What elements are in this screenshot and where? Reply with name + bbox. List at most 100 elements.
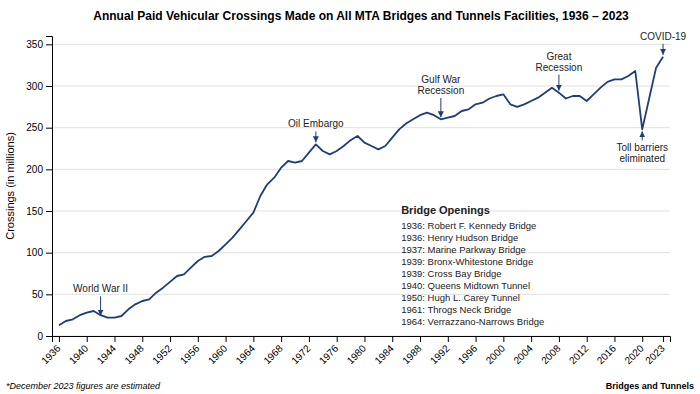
x-tick: 1944 bbox=[95, 336, 119, 366]
x-tick-mark bbox=[614, 336, 615, 342]
x-tick-mark bbox=[170, 336, 171, 342]
x-tick: 1976 bbox=[317, 336, 341, 366]
x-tick-label: 1988 bbox=[400, 342, 424, 366]
x-tick-mark bbox=[503, 336, 504, 342]
x-tick: 2012 bbox=[567, 336, 591, 366]
x-tick: 1972 bbox=[289, 336, 313, 366]
x-tick-mark bbox=[642, 336, 643, 342]
x-axis-line bbox=[53, 337, 671, 343]
grid-line bbox=[52, 169, 670, 170]
x-tick-mark bbox=[364, 336, 365, 342]
y-tick: 100 bbox=[26, 247, 52, 258]
x-tick: 1984 bbox=[372, 336, 396, 366]
annotation-arrow bbox=[100, 296, 101, 315]
x-tick: 2000 bbox=[484, 336, 508, 366]
annotations: World War II Oil Embargo Gulf WarRecession… bbox=[73, 31, 686, 316]
y-tick-label: 50 bbox=[32, 289, 44, 300]
x-tick: 2004 bbox=[511, 336, 535, 366]
bridge-opening: 1936: Robert F. Kennedy Bridge bbox=[401, 220, 536, 231]
annotation: COVID-19 bbox=[640, 31, 687, 42]
x-tick: 1968 bbox=[261, 336, 285, 366]
y-tick-label: 150 bbox=[26, 206, 43, 217]
x-tick-mark bbox=[587, 336, 588, 342]
x-tick: 1960 bbox=[206, 336, 230, 366]
annotation-arrow bbox=[663, 44, 664, 55]
x-tick-label: 1956 bbox=[178, 342, 202, 366]
x-tick-mark bbox=[253, 336, 254, 342]
grid-line bbox=[52, 86, 670, 87]
title: Annual Paid Vehicular Crossings Made on … bbox=[93, 9, 629, 23]
y-tick-mark bbox=[46, 86, 52, 87]
x-tick: 1952 bbox=[150, 336, 174, 366]
bridge-opening: 1937: Marine Parkway Bridge bbox=[401, 244, 526, 255]
source: Bridges and Tunnels bbox=[606, 381, 694, 391]
y-tick: 200 bbox=[26, 164, 52, 175]
annotation: Gulf WarRecession bbox=[418, 74, 465, 96]
annotation-line: Oil Embargo bbox=[288, 118, 344, 129]
x-tick-label: 1992 bbox=[428, 342, 452, 366]
annotation-line: eliminated bbox=[619, 153, 665, 164]
y-tick-mark bbox=[46, 253, 52, 254]
x-tick-label: 1948 bbox=[122, 342, 146, 366]
x-tick-label: 2020 bbox=[622, 342, 646, 366]
x-tick-mark bbox=[559, 336, 560, 342]
x-tick-label: 1972 bbox=[289, 342, 313, 366]
x-tick-label: 2023 bbox=[643, 342, 667, 366]
x-tick-label: 1984 bbox=[372, 342, 396, 366]
x-tick-label: 1976 bbox=[317, 342, 341, 366]
y-tick: 350 bbox=[26, 39, 52, 50]
plot: 1936194019441948195219561960196419681972… bbox=[26, 31, 686, 366]
x-tick: 2008 bbox=[539, 336, 563, 366]
x-tick: 1988 bbox=[400, 336, 424, 366]
x-tick: 1964 bbox=[234, 336, 258, 366]
marks bbox=[59, 57, 663, 325]
y-tick-mark bbox=[46, 336, 52, 337]
y-tick-label: 100 bbox=[26, 247, 43, 258]
x-tick-mark bbox=[448, 336, 449, 342]
x-tick-mark bbox=[59, 336, 60, 342]
x-tick-label: 1940 bbox=[67, 342, 91, 366]
x-tick-mark bbox=[226, 336, 227, 342]
x-axis: 1936194019441948195219561960196419681972… bbox=[39, 336, 670, 366]
annotation-line: World War II bbox=[73, 283, 128, 294]
x-tick-label: 2012 bbox=[567, 342, 591, 366]
annotation: World War II bbox=[73, 283, 128, 294]
x-tick-mark bbox=[476, 336, 477, 342]
x-tick: 1992 bbox=[428, 336, 452, 366]
annotation-line: Toll barriers bbox=[616, 142, 668, 153]
y-tick-label: 200 bbox=[26, 164, 43, 175]
y-tick-mark bbox=[46, 44, 52, 45]
x-tick-mark bbox=[309, 336, 310, 342]
grid-line bbox=[52, 294, 670, 295]
bridge-opening: 1964: Verrazzano-Narrows Bridge bbox=[401, 316, 544, 327]
x-tick-label: 1996 bbox=[456, 342, 480, 366]
x-tick: 1980 bbox=[345, 336, 369, 366]
x-tick: 1956 bbox=[178, 336, 202, 366]
x-tick: 1996 bbox=[456, 336, 480, 366]
annotation-arrow bbox=[440, 98, 441, 117]
annotation-arrow bbox=[558, 75, 559, 91]
y-tick-mark bbox=[46, 128, 52, 129]
annotation: Toll barrierseliminated bbox=[616, 142, 668, 164]
chart: 1936194019441948195219561960196419681972… bbox=[0, 0, 700, 394]
x-tick-label: 2004 bbox=[511, 342, 535, 366]
x-tick-mark bbox=[663, 336, 664, 342]
grid-line bbox=[52, 252, 670, 253]
line bbox=[59, 57, 663, 325]
annotation: GreatRecession bbox=[536, 51, 583, 73]
x-tick-mark bbox=[281, 336, 282, 342]
y-tick-label: 300 bbox=[26, 81, 43, 92]
bridge-opening: 1939: Cross Bay Bridge bbox=[401, 268, 501, 279]
y-tick-mark bbox=[46, 169, 52, 170]
x-tick: 1940 bbox=[67, 336, 91, 366]
grid-line bbox=[52, 127, 670, 128]
x-tick-mark bbox=[114, 336, 115, 342]
x-tick-mark bbox=[337, 336, 338, 342]
x-tick: 2016 bbox=[595, 336, 619, 366]
annotation: Oil Embargo bbox=[288, 118, 344, 129]
footnote: *December 2023 figures are estimated bbox=[6, 381, 161, 391]
y-tick-label: 0 bbox=[37, 331, 43, 342]
x-tick-mark bbox=[531, 336, 532, 342]
annotation-line: COVID-19 bbox=[640, 31, 687, 42]
y-tick: 300 bbox=[26, 81, 52, 92]
